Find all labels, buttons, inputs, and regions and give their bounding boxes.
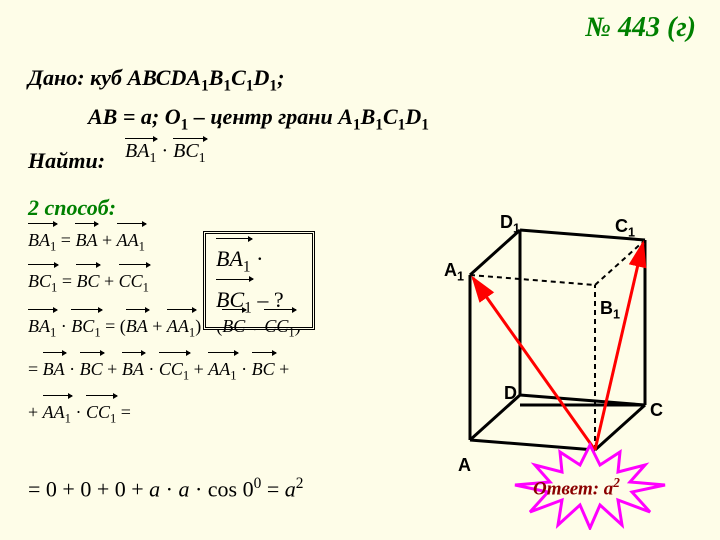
find-expression: BA1 · BC1: [125, 140, 206, 167]
label-B1: B1: [600, 298, 620, 322]
method-label: 2 способ:: [28, 195, 116, 221]
find-label: Найти:: [28, 148, 105, 174]
equations-block: BA1 = BA + AA1 BC1 = BC + CC1 BA1 · BC1 …: [28, 225, 315, 430]
final-line: = 0 + 0 + 0 + a · a · cos 00 = a2: [28, 475, 303, 502]
answer-text: Ответ: а2: [533, 475, 620, 500]
given-line2: АВ = а; О1 – центр грани A1B1C1D1: [28, 99, 429, 138]
label-A1: A1: [444, 260, 464, 284]
label-A: A: [458, 455, 471, 476]
given-line1: Дано: куб АВСDA1B1C1D1;: [28, 60, 429, 99]
problem-number: № 443 (г): [585, 12, 696, 44]
label-C1: C1: [615, 216, 635, 240]
label-D1: D1: [500, 212, 520, 236]
label-D: D: [504, 383, 517, 404]
cube-diagram: [440, 205, 690, 465]
given-block: Дано: куб АВСDA1B1C1D1; АВ = а; О1 – цен…: [28, 60, 429, 138]
label-C: C: [650, 400, 663, 421]
